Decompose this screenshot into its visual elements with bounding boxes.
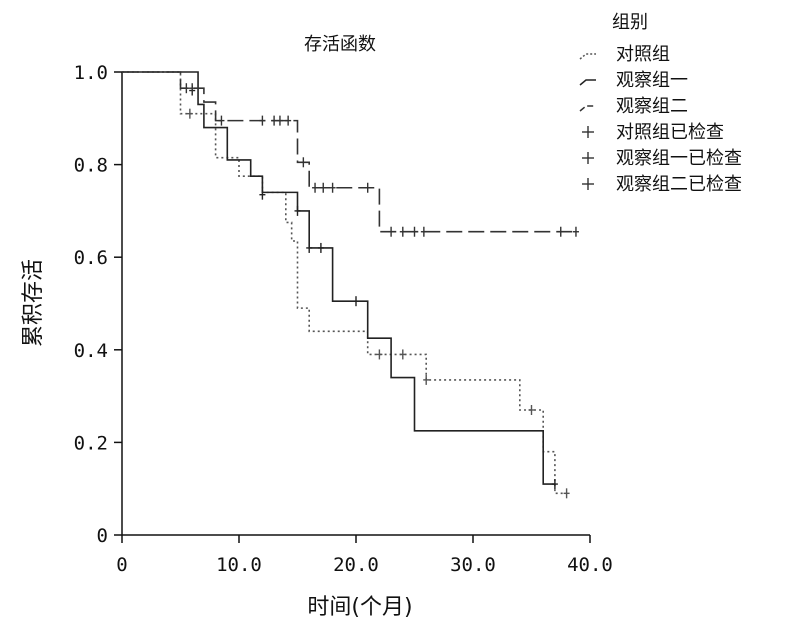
legend-label: 观察组一 — [616, 70, 688, 91]
legend-entry: 对照组已检查 — [582, 122, 724, 143]
censor-mark — [276, 115, 283, 126]
censor-mark — [364, 182, 371, 193]
censor-mark — [294, 205, 301, 216]
y-tick-label: 0.6 — [74, 247, 108, 269]
x-tick-label: 10.0 — [216, 554, 262, 576]
censor-mark — [300, 157, 307, 168]
ticks: 0 0.2 0.4 0.6 0.8 1.0 0 10.0 20.0 30.0 40.0 — [74, 62, 613, 576]
legend-label: 观察组一已检查 — [616, 148, 742, 169]
censor-mark — [306, 242, 313, 253]
x-axis-title: 时间(个月) — [307, 595, 412, 620]
censor-mark — [423, 374, 430, 385]
censor-mark — [259, 189, 266, 200]
legend-title: 组别 — [612, 12, 648, 33]
legend-entry: 观察组一 — [579, 70, 688, 91]
censor-mark — [411, 226, 418, 237]
censor-mark — [329, 182, 336, 193]
censor-mark — [189, 83, 196, 94]
survival-curve-3 — [122, 71, 579, 233]
censor-mark — [388, 226, 395, 237]
y-tick-label: 0.8 — [74, 155, 108, 177]
censor-mark — [218, 115, 225, 126]
legend-line-icon — [579, 79, 596, 86]
censor-mark — [259, 115, 266, 126]
censor-mark — [317, 242, 324, 253]
legend-label: 观察组二已检查 — [616, 174, 742, 195]
censor-mark — [557, 226, 564, 237]
legend-line-icon — [579, 53, 596, 60]
legend-line-icon — [579, 105, 596, 112]
survival-curve-2 — [122, 71, 555, 485]
censor-mark — [353, 296, 359, 307]
x-tick-label: 0 — [116, 554, 127, 576]
legend-entry: 观察组二已检查 — [582, 174, 742, 195]
x-tick-label: 20.0 — [333, 554, 379, 576]
censor-mark — [285, 115, 292, 126]
censor-mark — [572, 226, 579, 237]
censor-mark — [551, 479, 558, 490]
y-tick-label: 0.2 — [74, 432, 108, 454]
censor-mark — [271, 115, 278, 126]
censor-mark — [399, 226, 406, 237]
y-tick-label: 0 — [97, 525, 108, 547]
legend-label: 对照组已检查 — [616, 122, 724, 143]
censor-mark — [376, 349, 383, 360]
censor-mark — [183, 83, 190, 94]
censor-mark — [320, 182, 327, 193]
censor-mark — [563, 488, 570, 499]
y-tick-label: 1.0 — [74, 62, 108, 84]
censor-mark — [528, 404, 535, 415]
censor-mark — [186, 108, 193, 119]
y-tick-label: 0.4 — [74, 340, 108, 362]
chart-title: 存活函数 — [304, 34, 376, 55]
x-tick-label: 40.0 — [567, 554, 613, 576]
censor-mark — [399, 349, 406, 360]
legend-label: 观察组二 — [616, 96, 688, 117]
legend-entry: 观察组一已检查 — [582, 148, 742, 169]
censor-mark — [312, 182, 319, 193]
legend-entry: 观察组二 — [579, 96, 688, 117]
series-layer — [122, 71, 579, 499]
y-axis-title: 累积存活 — [21, 259, 46, 347]
censor-mark — [420, 226, 427, 237]
x-tick-label: 30.0 — [450, 554, 496, 576]
legend-entry: 对照组 — [579, 44, 670, 65]
legend-label: 对照组 — [616, 44, 670, 65]
